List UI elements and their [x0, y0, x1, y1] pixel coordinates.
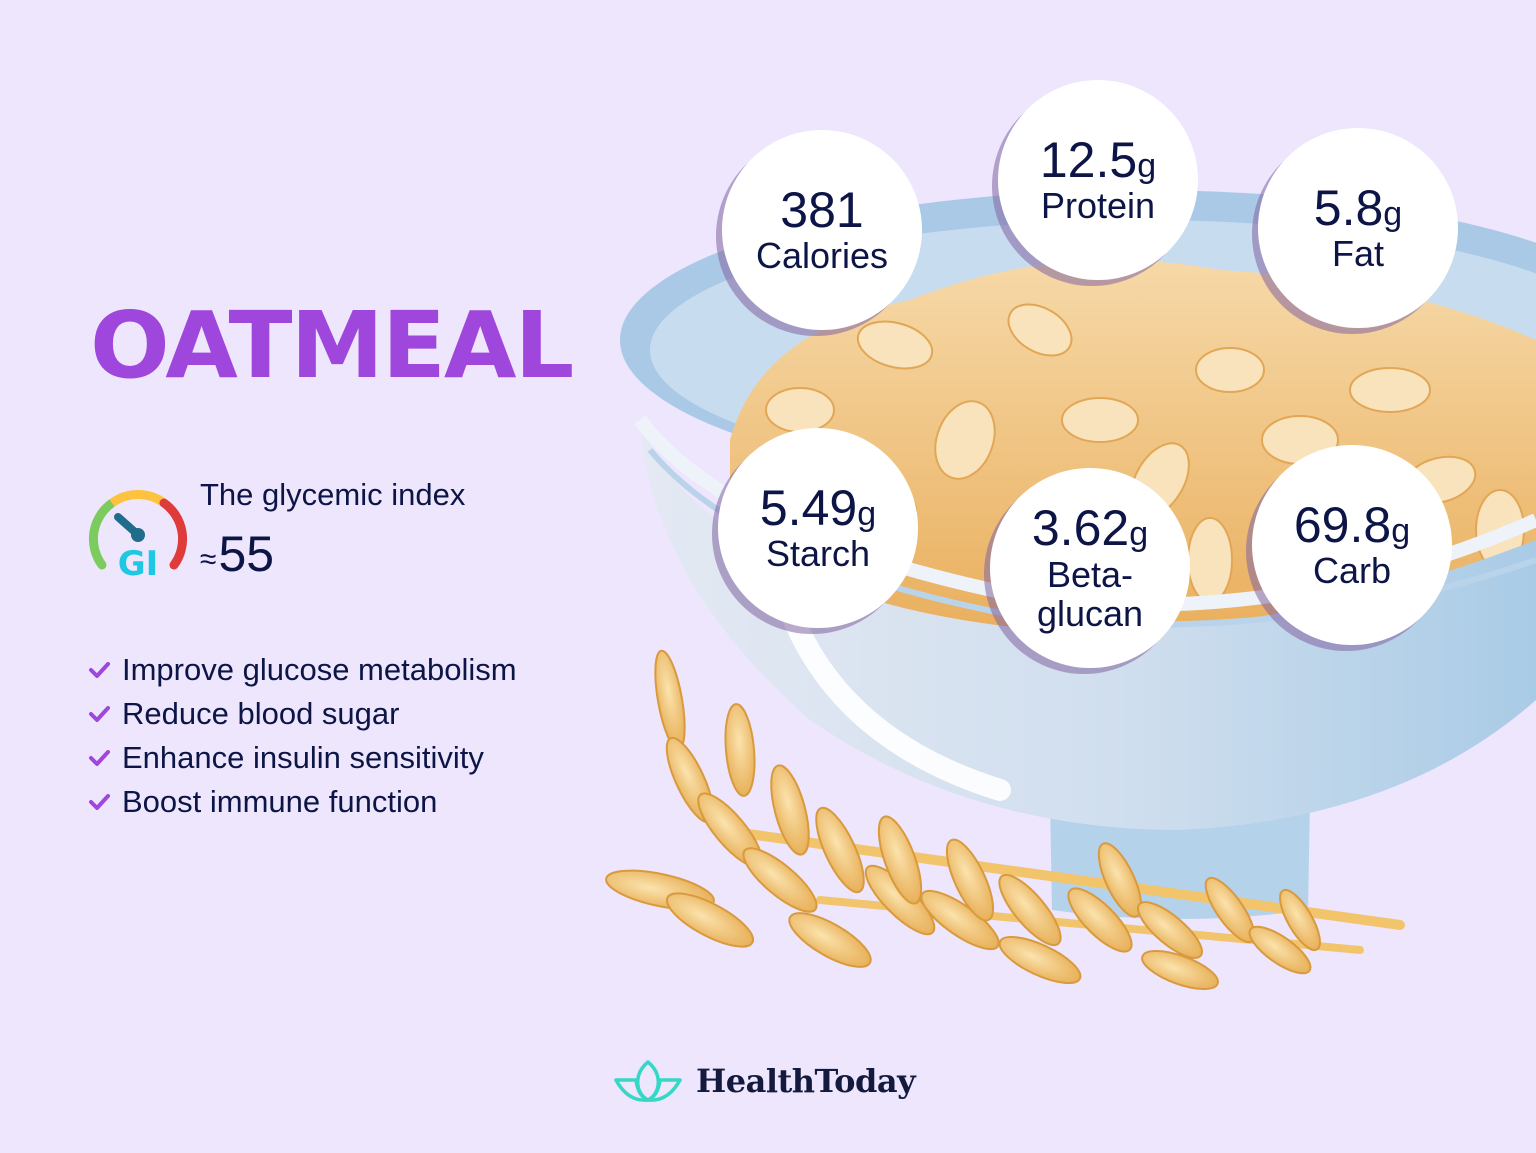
benefit-text: Boost immune function: [122, 784, 438, 819]
nutrient-value: 12.5g: [1039, 131, 1157, 188]
benefits-list: Improve glucose metabolism Reduce blood …: [88, 648, 517, 824]
gi-value: ≈55: [200, 525, 274, 583]
nutrient-label-line2: glucan: [1036, 593, 1144, 635]
nutrient-label: Protein: [1040, 185, 1156, 227]
nutrient-label-line1: Beta-: [1046, 553, 1134, 595]
nutrient-label: Starch: [765, 533, 871, 575]
benefit-text: Enhance insulin sensitivity: [122, 740, 484, 775]
check-icon: [89, 706, 110, 722]
nutrient-value: 69.8g: [1293, 496, 1411, 553]
benefit-item: Improve glucose metabolism: [88, 648, 517, 692]
benefit-item: Enhance insulin sensitivity: [88, 736, 517, 780]
brand-logo: HealthToday: [612, 1058, 916, 1104]
glycemic-index-block: GI The glycemic index ≈55: [88, 477, 548, 587]
nutrient-carb: 69.8g Carb: [1252, 445, 1452, 645]
lotus-logo-icon: [614, 1060, 682, 1102]
nutrient-value: 5.49g: [759, 479, 877, 536]
nutrient-label: Calories: [755, 235, 889, 277]
check-icon: [89, 750, 110, 766]
nutrient-value: 3.62g: [1031, 500, 1149, 557]
oat-stalk-illustration: [605, 649, 1405, 990]
nutrient-value: 381: [780, 181, 864, 238]
approx-symbol: ≈: [200, 543, 217, 576]
nutrient-starch: 5.49g Starch: [718, 428, 918, 628]
check-icon: [89, 794, 110, 810]
nutrient-calories: 381 Calories: [722, 130, 922, 330]
nutrient-value: 5.8g: [1313, 179, 1403, 236]
gi-number: 55: [218, 526, 275, 582]
gi-gauge-icon: GI: [88, 490, 188, 581]
nutrient-label: Fat: [1331, 233, 1384, 275]
page-title: OATMEAL: [90, 292, 574, 399]
brand-name: HealthToday: [696, 1062, 916, 1100]
gi-label: The glycemic index: [200, 477, 466, 512]
benefit-text: Improve glucose metabolism: [122, 652, 517, 687]
benefit-text: Reduce blood sugar: [122, 696, 400, 731]
check-icon: [89, 662, 110, 678]
nutrient-protein: 12.5g Protein: [998, 80, 1198, 280]
benefit-item: Reduce blood sugar: [88, 692, 517, 736]
svg-text:GI: GI: [118, 544, 159, 581]
benefit-item: Boost immune function: [88, 780, 517, 824]
nutrient-beta-glucan: 3.62g Beta- glucan: [990, 468, 1190, 668]
nutrient-label: Carb: [1312, 550, 1392, 592]
nutrient-fat: 5.8g Fat: [1258, 128, 1458, 328]
